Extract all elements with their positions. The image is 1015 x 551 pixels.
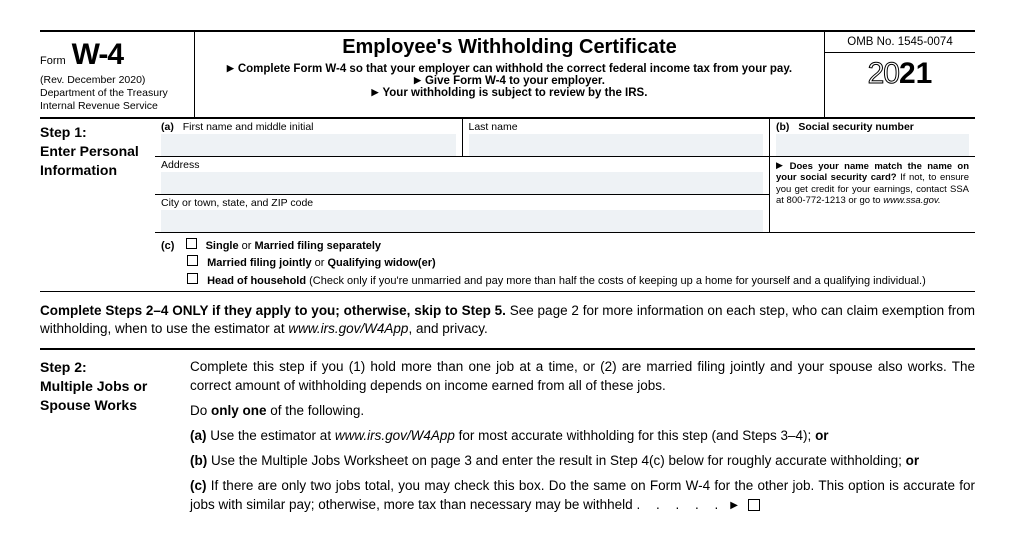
ssn-input[interactable] [776,134,969,156]
match-url: www.ssa.gov. [883,195,940,206]
address-input[interactable] [161,172,763,194]
last-name-label: Last name [469,121,518,133]
checkbox-hoh[interactable] [187,273,198,284]
last-name-cell: Last name [463,119,770,156]
step2-label: Step 2: Multiple Jobs or Spouse Works [40,358,190,520]
step2-do: Do only one of the following. [190,402,975,421]
arrow-icon [724,497,742,512]
form-word: Form [40,55,66,69]
step1-fields: (a) First name and middle initial Last n… [155,119,975,291]
row-address: Address City or town, state, and ZIP cod… [155,157,975,232]
form-number: W-4 [72,36,123,74]
city-cell: City or town, state, and ZIP code [155,195,769,232]
year-outline: 20 [868,57,899,90]
ssn-cell: (b) Social security number [770,119,975,156]
step1-number: Step 1: [40,123,151,142]
c-letter: (c) [190,478,207,493]
ssn-label: Social security number [798,121,914,133]
a-url: www.irs.gov/W4App [335,428,455,443]
letter-b: (b) [776,121,795,133]
mid-url: www.irs.gov/W4App [288,321,408,336]
a1: Use the estimator at [210,428,335,443]
step2-title: Multiple Jobs or Spouse Works [40,377,182,415]
filing-status: (c) Single or Married filing separately … [155,232,975,291]
option-b: (b) Use the Multiple Jobs Worksheet on p… [190,452,975,471]
city-input[interactable] [161,210,763,232]
c3b: (Check only if you're unmarried and pay … [306,275,926,287]
dept-line1: Department of the Treasury [40,87,188,100]
row-name-ssn: (a) First name and middle initial Last n… [155,119,975,157]
step1-title: Enter Personal Information [40,142,151,180]
letter-c: (c) [161,240,180,252]
c2c: Qualifying widow(er) [327,257,435,269]
checkbox-two-jobs[interactable] [748,499,760,511]
instr-line-1: Complete Form W-4 so that your employer … [201,63,818,75]
header-center: Employee's Withholding Certificate Compl… [195,32,825,117]
name-match-note: Does your name match the name on your so… [770,157,975,232]
option-a: (a) Use the estimator at www.irs.gov/W4A… [190,427,975,446]
c2a: Married filing jointly [207,257,312,269]
step2-number: Step 2: [40,358,182,377]
a-letter: (a) [190,428,207,443]
a-or: or [815,428,829,443]
header-right: OMB No. 1545-0074 2021 [825,32,975,117]
c1c: Married filing separately [255,240,382,252]
c3a: Head of household [207,275,306,287]
first-name-label: First name and middle initial [183,121,314,133]
instr-line-3: Your withholding is subject to review by… [201,87,818,99]
letter-a: (a) [161,121,180,133]
b1: Use the Multiple Jobs Worksheet on page … [211,453,906,468]
first-name-cell: (a) First name and middle initial [155,119,463,156]
b-letter: (b) [190,453,207,468]
certificate-title: Employee's Withholding Certificate [201,36,818,59]
c1a: Single [206,240,239,252]
checkbox-single[interactable] [186,238,197,249]
c-dots: . . . . . [636,497,724,512]
c1: If there are only two jobs total, you ma… [190,478,975,512]
city-label: City or town, state, and ZIP code [161,197,313,209]
mid-tail: , and privacy. [408,321,487,336]
c2b: or [312,257,328,269]
step2-body: Complete this step if you (1) hold more … [190,358,975,520]
step2-intro: Complete this step if you (1) hold more … [190,358,975,396]
first-name-input[interactable] [161,134,456,156]
step1: Step 1: Enter Personal Information (a) F… [40,119,975,292]
mid-bold: Complete Steps 2–4 ONLY if they apply to… [40,303,506,318]
omb-number: OMB No. 1545-0074 [825,32,975,53]
do1: Do [190,403,211,418]
header-left: Form W-4 (Rev. December 2020) Department… [40,32,195,117]
tax-year: 2021 [825,53,975,91]
a2: for most accurate withholding for this s… [455,428,815,443]
form-header: Form W-4 (Rev. December 2020) Department… [40,30,975,119]
mid-instruction: Complete Steps 2–4 ONLY if they apply to… [40,292,975,350]
dept-line2: Internal Revenue Service [40,100,188,113]
do-bold: only one [211,403,267,418]
address-cell: Address [155,157,769,195]
last-name-input[interactable] [469,134,764,156]
checkbox-mfj[interactable] [187,255,198,266]
option-c: (c) If there are only two jobs total, yo… [190,477,975,515]
instr-line-2: Give Form W-4 to your employer. [201,75,818,87]
revision: (Rev. December 2020) [40,74,188,87]
address-label: Address [161,159,200,171]
step2: Step 2: Multiple Jobs or Spouse Works Co… [40,350,975,520]
b-or: or [906,453,920,468]
do2: of the following. [267,403,365,418]
c1b: or [239,240,255,252]
year-bold: 21 [899,57,932,90]
step1-label: Step 1: Enter Personal Information [40,119,155,291]
